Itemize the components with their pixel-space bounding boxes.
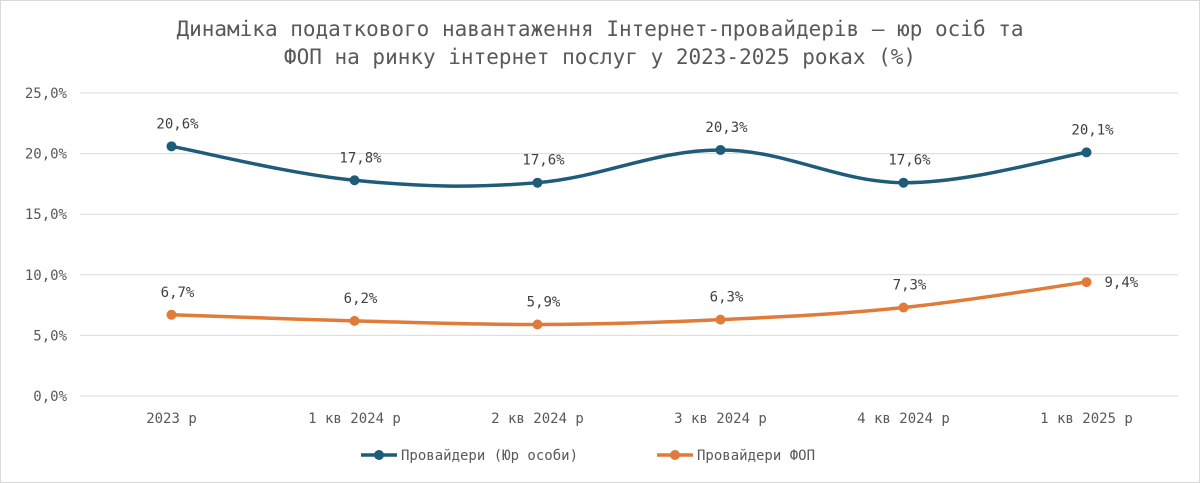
data-point — [715, 314, 726, 325]
legend-swatch-marker — [670, 450, 680, 460]
series-layer — [166, 141, 1092, 330]
data-point — [166, 141, 177, 152]
data-label: 20,3% — [705, 120, 748, 136]
data-label: 7,3% — [893, 278, 927, 294]
chart-title-line-2: ФОП на ринку інтернет послуг у 2023-2025… — [284, 45, 916, 69]
data-point — [1081, 277, 1092, 288]
grid-lines — [80, 92, 1178, 397]
data-point — [166, 309, 177, 320]
y-tick-label: 10,0% — [25, 268, 68, 284]
data-label: 9,4% — [1105, 275, 1139, 291]
data-label: 17,6% — [522, 153, 565, 169]
data-point — [532, 177, 543, 188]
y-tick-label: 15,0% — [25, 207, 68, 223]
data-point — [898, 302, 909, 313]
data-point — [715, 144, 726, 155]
data-label: 6,3% — [710, 290, 744, 306]
data-label: 6,2% — [344, 291, 378, 307]
data-point — [1081, 147, 1092, 158]
legend-label: Провайдери (Юр особи) — [401, 448, 578, 464]
x-axis-tick-labels: 2023 р 1 кв 2024 р 2 кв 2024 р 3 кв 2024 р 4… — [146, 411, 1133, 427]
y-axis-tick-labels: 0,0% 5,0% 10,0% 15,0% 20,0% 25,0% — [25, 86, 68, 405]
data-label: 20,6% — [156, 116, 199, 132]
data-label: 5,9% — [527, 294, 561, 310]
x-tick-label: 2023 р — [146, 411, 197, 427]
data-point — [349, 175, 360, 186]
data-label: 17,8% — [339, 150, 382, 166]
y-tick-label: 5,0% — [33, 328, 67, 344]
x-tick-label: 4 кв 2024 р — [857, 411, 950, 427]
y-tick-label: 20,0% — [25, 147, 68, 163]
series-line — [169, 280, 1089, 327]
data-point — [532, 319, 543, 330]
legend-label: Провайдери ФОП — [697, 448, 815, 464]
x-tick-label: 1 кв 2025 р — [1040, 411, 1133, 427]
data-label: 17,6% — [888, 153, 931, 169]
chart-title-line-1: Динаміка податкового навантаження Інтерн… — [176, 17, 1023, 41]
x-tick-label: 1 кв 2024 р — [308, 411, 401, 427]
legend-swatch-marker — [374, 450, 384, 460]
y-tick-label: 25,0% — [25, 86, 68, 102]
data-point — [898, 177, 909, 188]
x-tick-label: 2 кв 2024 р — [491, 411, 584, 427]
data-labels: 20,6% 17,8% 17,6% 20,3% 17,6% 20,1% 6,7% 6,2% 5,… — [156, 116, 1138, 310]
series-1 — [166, 141, 1092, 188]
series-line — [169, 144, 1089, 188]
data-label: 20,1% — [1071, 122, 1114, 138]
x-tick-label: 3 кв 2024 р — [674, 411, 767, 427]
series-2 — [166, 277, 1092, 330]
legend-item: Провайдери (Юр особи) — [361, 448, 578, 464]
data-label: 6,7% — [161, 285, 195, 301]
legend: Провайдери (Юр особи) Провайдери ФОП — [361, 448, 815, 464]
legend-item: Провайдери ФОП — [657, 448, 815, 464]
data-point — [349, 315, 360, 326]
y-tick-label: 0,0% — [33, 389, 67, 405]
